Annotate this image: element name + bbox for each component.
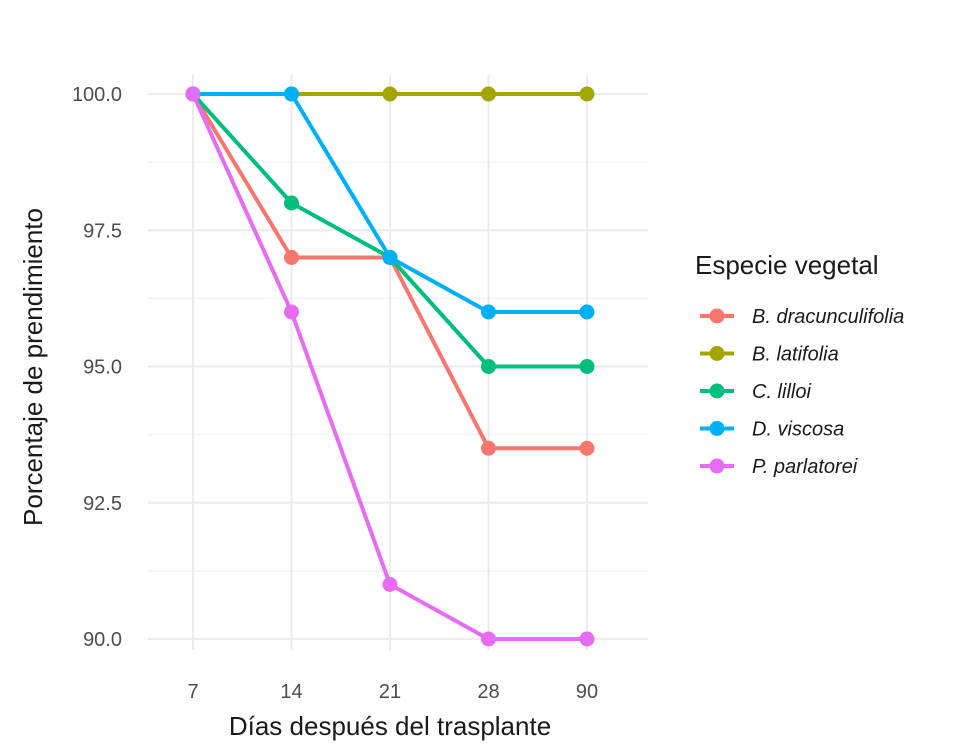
data-point-p-parlatorei — [481, 631, 496, 647]
data-point-p-parlatorei — [185, 86, 201, 102]
data-point-d-viscosa — [579, 304, 595, 320]
legend-key-p-parlatorei — [700, 458, 734, 474]
legend-key-point — [709, 308, 725, 324]
x-tick-label: 14 — [280, 681, 302, 703]
data-point-p-parlatorei — [382, 577, 398, 592]
data-point-b-latifolia — [382, 86, 398, 102]
legend-key-point — [709, 346, 725, 361]
legend-items: B. dracunculifolia B. latifolia C. lilloi D… — [700, 306, 904, 478]
x-tick-label: 21 — [379, 681, 401, 703]
x-axis-tick-labels: 7 14 21 28 90 — [187, 681, 598, 703]
legend-key-point — [709, 458, 725, 474]
y-axis-tick-labels: 90.0 92.5 95.0 97.5 100.0 — [72, 84, 122, 651]
legend-label-b-dracunculifolia: B. dracunculifolia — [752, 306, 904, 328]
data-point-b-dracunculifolia — [579, 440, 595, 456]
y-tick-label: 90.0 — [83, 629, 122, 651]
legend-label-b-latifolia: B. latifolia — [752, 344, 839, 366]
data-point-b-latifolia — [579, 86, 595, 102]
x-tick-label: 28 — [477, 681, 499, 703]
data-point-c-lilloi — [284, 195, 299, 211]
legend-key-b-dracunculifolia — [700, 308, 734, 324]
legend-label-p-parlatorei: P. parlatorei — [752, 456, 858, 478]
legend: Especie vegetal B. dracunculifolia B. lat… — [695, 250, 904, 478]
y-axis-title: Porcentaje de prendimiento — [18, 208, 48, 526]
y-tick-label: 92.5 — [83, 493, 122, 515]
x-tick-label: 7 — [187, 681, 198, 703]
data-point-b-latifolia — [481, 86, 496, 102]
data-point-p-parlatorei — [579, 631, 595, 647]
data-point-d-viscosa — [382, 250, 398, 265]
data-point-p-parlatorei — [284, 304, 299, 320]
legend-key-point — [709, 383, 725, 399]
y-tick-label: 100.0 — [72, 84, 122, 106]
y-tick-label: 97.5 — [83, 220, 122, 242]
legend-label-c-lilloi: C. lilloi — [752, 381, 811, 403]
data-point-c-lilloi — [579, 359, 595, 374]
data-point-b-dracunculifolia — [481, 440, 496, 456]
data-point-c-lilloi — [481, 359, 496, 374]
data-point-d-viscosa — [284, 86, 299, 102]
legend-key-c-lilloi — [700, 383, 734, 399]
y-tick-label: 95.0 — [83, 357, 122, 379]
legend-key-d-viscosa — [700, 421, 734, 436]
legend-label-d-viscosa: D. viscosa — [752, 419, 844, 441]
data-point-b-dracunculifolia — [284, 250, 299, 265]
legend-title: Especie vegetal — [695, 250, 879, 280]
legend-key-b-latifolia — [700, 346, 734, 361]
legend-key-point — [709, 421, 725, 436]
x-tick-label: 90 — [576, 681, 598, 703]
series-points — [185, 86, 595, 647]
x-axis-title: Días después del trasplante — [229, 711, 551, 741]
data-point-d-viscosa — [481, 304, 496, 320]
minor-gridlines — [148, 161, 648, 572]
